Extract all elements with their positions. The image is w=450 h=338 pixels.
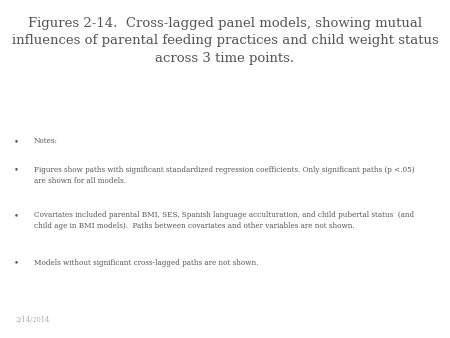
Text: •: • [13,259,18,268]
Text: •: • [13,211,18,220]
Text: •: • [13,166,18,175]
Text: •: • [13,137,18,146]
Text: Models without significant cross-lagged paths are not shown.: Models without significant cross-lagged … [34,259,258,267]
Text: Figures show paths with significant standardized regression coefficients. Only s: Figures show paths with significant stan… [34,166,414,185]
Text: Notes:: Notes: [34,137,58,145]
Text: Figures 2-14.  Cross-lagged panel models, showing mutual
influences of parental : Figures 2-14. Cross-lagged panel models,… [12,17,438,65]
Text: Covariates included parental BMI, SES, Spanish language acculturation, and child: Covariates included parental BMI, SES, S… [34,211,414,230]
Text: 2/14/2014: 2/14/2014 [16,316,50,324]
